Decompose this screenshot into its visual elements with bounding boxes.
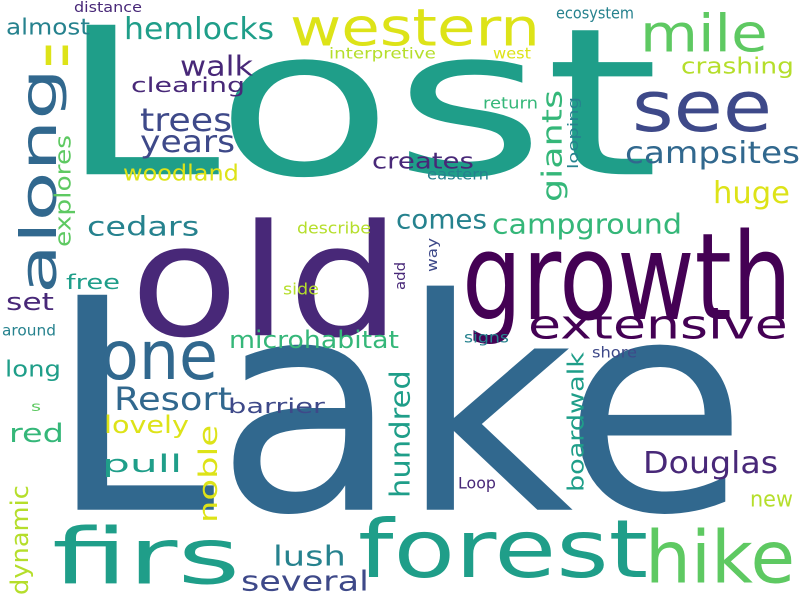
word-noble: noble: [192, 424, 224, 523]
word-boardwalk: boardwalk: [563, 352, 589, 492]
word-campsites: campsites: [625, 135, 800, 171]
word-barrier: barrier: [228, 394, 325, 418]
word-s: s: [31, 398, 42, 415]
word-microhabitat: microhabitat: [229, 325, 399, 354]
word-growth: growth: [462, 207, 792, 348]
word-return: return: [483, 93, 538, 113]
word-new: new: [750, 486, 793, 512]
word-giants: giants: [535, 89, 569, 202]
word-years: years: [140, 124, 236, 160]
word-walk: walk: [180, 49, 253, 83]
word-dynamic: dynamic: [5, 485, 34, 595]
word-firs: firs: [52, 510, 241, 600]
word-resort: Resort: [114, 380, 233, 418]
word-loop: Loop: [458, 473, 496, 493]
word-looping: looping: [564, 96, 582, 169]
word-cedars: cedars: [87, 210, 200, 243]
word-distance: distance: [74, 0, 142, 16]
word-west: west: [493, 44, 531, 63]
word-old: old: [130, 191, 401, 373]
word-explores: explores: [50, 135, 76, 247]
word-red: red: [9, 417, 64, 449]
word-trees: trees: [140, 101, 233, 139]
word-extensive: extensive: [528, 301, 788, 349]
word-clearing: clearing: [131, 73, 246, 97]
word-set: set: [6, 287, 54, 316]
word-see: see: [632, 65, 773, 148]
word-several: several: [241, 564, 369, 598]
word-crashing: crashing: [681, 53, 794, 79]
word-one: one: [100, 315, 219, 396]
word-western: western: [290, 0, 540, 59]
word-way: way: [423, 237, 441, 272]
word-lovely: lovely: [104, 410, 189, 439]
word-shore: shore: [592, 343, 638, 362]
word-lake: Lake: [48, 235, 748, 581]
word-ecosystem: ecosystem: [556, 3, 635, 23]
word-around: around: [2, 321, 56, 340]
word-lush: lush: [273, 539, 346, 573]
word-hike: hike: [645, 515, 796, 600]
word-hemlocks: hemlocks: [124, 11, 275, 47]
word-forest: forest: [358, 502, 649, 597]
word-almost: almost: [6, 14, 90, 40]
word-side: side: [283, 279, 319, 299]
word-describe: describe: [297, 218, 371, 238]
word-interpretive: interpretive: [329, 44, 436, 63]
word-free: free: [66, 270, 121, 294]
word-ll: ll: [40, 40, 74, 72]
word-lost: Lost: [58, 0, 660, 224]
word-comes: comes: [396, 203, 488, 236]
word-campground: campground: [492, 207, 682, 241]
word-creates: creates: [372, 148, 474, 174]
word-signs: signs: [464, 328, 509, 347]
word-hundred: hundred: [383, 370, 417, 498]
word-douglas: Douglas: [643, 445, 779, 481]
word-long: long: [5, 356, 61, 382]
word-mile: mile: [640, 3, 768, 65]
word-add: add: [391, 261, 409, 290]
word-woodland: woodland: [123, 160, 239, 186]
word-pull: pull: [102, 449, 183, 478]
word-eastern: eastern: [427, 165, 490, 184]
word-huge: huge: [713, 175, 790, 211]
